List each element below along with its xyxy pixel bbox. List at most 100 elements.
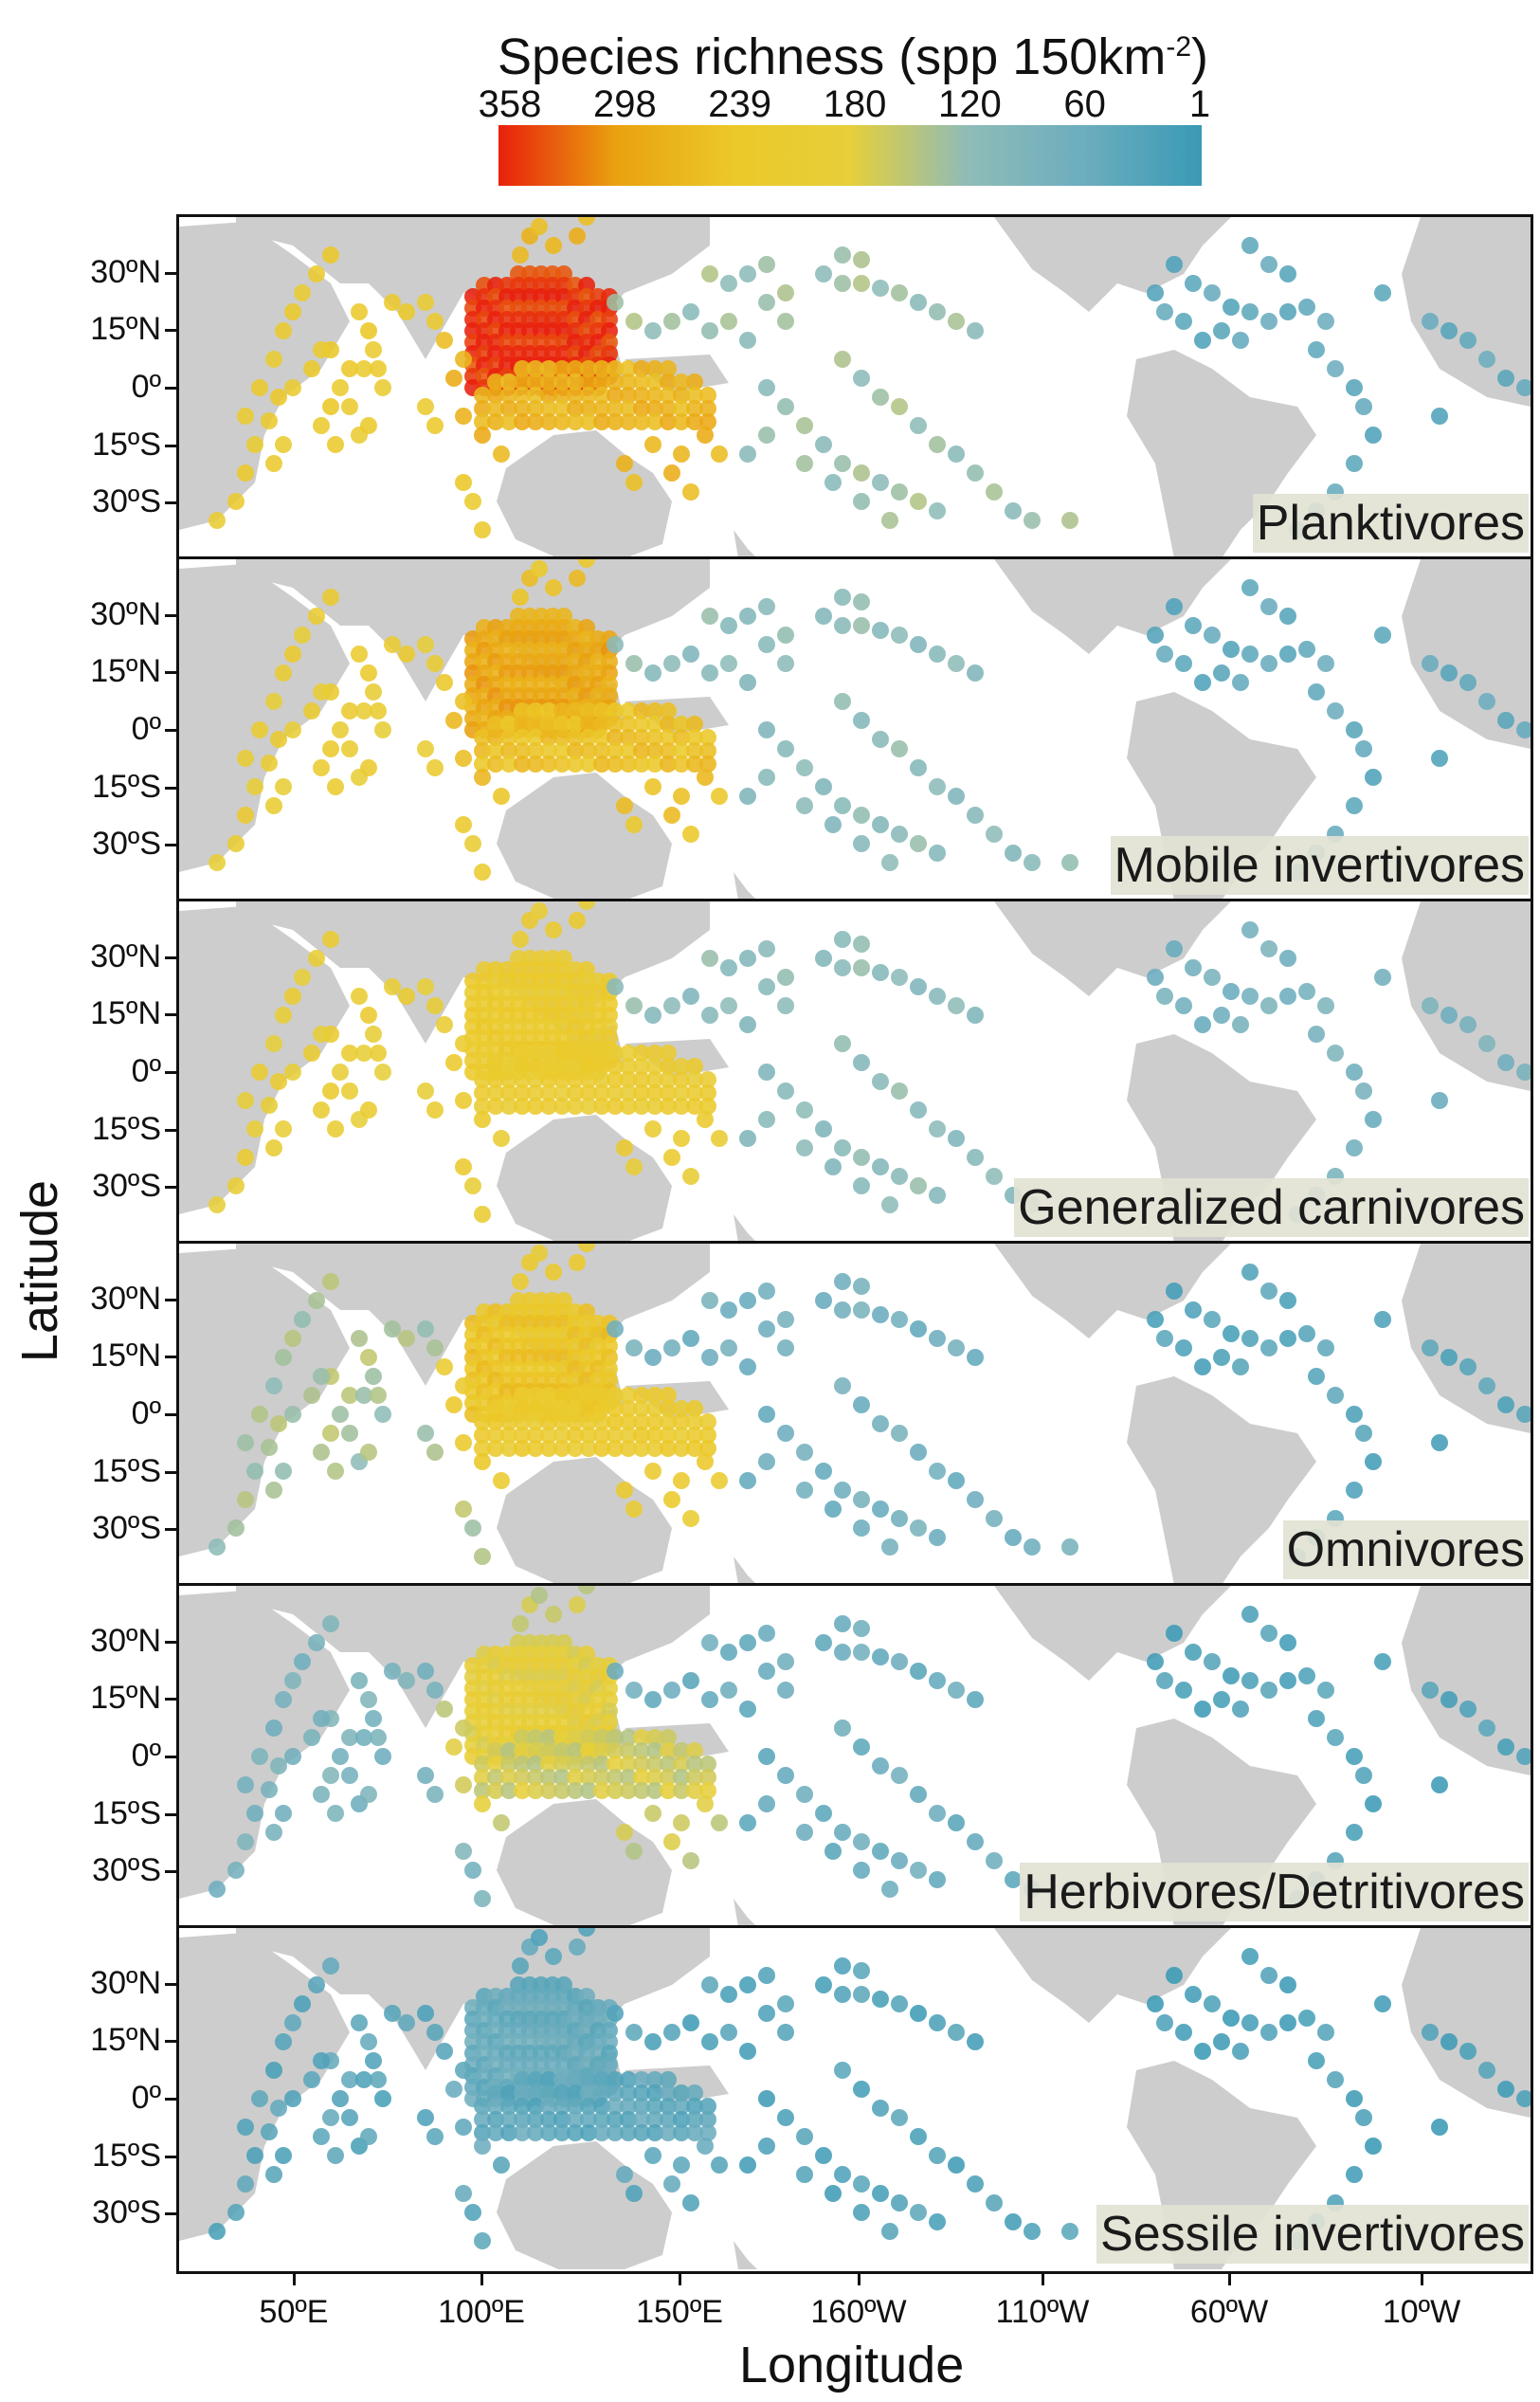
richness-cell: [545, 579, 562, 596]
richness-cell: [620, 2098, 637, 2115]
richness-cell: [633, 1098, 650, 1115]
map-panel: Mobile invertivores: [179, 556, 1531, 901]
richness-cell: [567, 400, 584, 417]
richness-cell: [853, 835, 870, 852]
richness-cell: [514, 1098, 531, 1115]
richness-cell: [646, 1058, 663, 1075]
richness-cell: [1061, 2223, 1078, 2240]
richness-cell: [332, 379, 349, 396]
richness-cell: [360, 664, 377, 682]
richness-cell: [720, 1339, 737, 1356]
richness-cell: [673, 1400, 690, 1417]
richness-cell: [332, 2090, 349, 2107]
richness-cell: [673, 1071, 690, 1088]
richness-cell: [1346, 721, 1363, 738]
richness-cell: [660, 702, 677, 719]
richness-cell: [261, 1439, 278, 1456]
richness-cell: [374, 1406, 391, 1423]
world-map: [179, 217, 1531, 558]
richness-cell: [500, 1769, 517, 1786]
richness-cell: [872, 474, 889, 491]
landmass: [994, 1928, 1231, 2023]
richness-cell: [1232, 674, 1249, 691]
landmass: [653, 920, 672, 954]
richness-cell: [553, 2084, 571, 2102]
richness-cell: [275, 664, 292, 682]
richness-cell: [593, 1782, 610, 1799]
richness-cell: [1346, 1406, 1363, 1423]
richness-cell: [540, 2111, 557, 2128]
richness-cell: [1204, 627, 1221, 644]
richness-cell: [487, 1084, 504, 1101]
richness-cell: [322, 1083, 339, 1100]
richness-cell: [341, 360, 358, 377]
richness-cell: [633, 1729, 650, 1746]
richness-cell: [527, 1729, 544, 1746]
richness-cell: [620, 360, 637, 377]
richness-cell: [824, 1158, 842, 1175]
richness-cell: [464, 835, 481, 852]
richness-cell: [739, 1701, 756, 1718]
richness-cell: [417, 398, 434, 415]
richness-cell: [796, 1824, 813, 1841]
richness-cell: [527, 729, 544, 746]
richness-cell: [384, 1663, 401, 1680]
richness-cell: [910, 294, 927, 311]
richness-cell: [246, 1463, 263, 1480]
richness-cell: [580, 742, 597, 759]
richness-cell: [910, 2128, 927, 2145]
richness-cell: [967, 664, 984, 682]
richness-cell: [237, 2175, 254, 2193]
x-tick-label: 110ºW: [995, 2294, 1090, 2330]
richness-cell: [1365, 2138, 1382, 2155]
richness-cell: [673, 729, 690, 746]
richness-cell: [777, 2024, 794, 2041]
legend-ticks: 358 298 239 180 120 60 1: [445, 83, 1223, 131]
richness-cell: [1166, 1625, 1183, 1642]
richness-cell: [682, 1330, 699, 1347]
landmass: [497, 1115, 672, 1243]
richness-cell: [487, 373, 504, 391]
richness-cell: [540, 387, 557, 404]
richness-cell: [351, 988, 368, 1005]
richness-cell: [739, 1358, 756, 1375]
richness-cell: [1241, 237, 1259, 254]
richness-cell: [948, 313, 965, 330]
richness-cell: [929, 1529, 946, 1546]
richness-cell: [1279, 1292, 1296, 1309]
y-tick-label: 0º: [131, 1395, 161, 1431]
richness-cell: [758, 598, 775, 615]
richness-cell: [417, 636, 434, 653]
richness-cell: [633, 2098, 650, 2115]
richness-cell: [673, 2156, 690, 2174]
richness-cell: [500, 413, 517, 430]
richness-cell: [646, 1098, 663, 1115]
y-tick-label: 30ºN: [90, 254, 161, 290]
richness-cell: [607, 729, 624, 746]
richness-cell: [1156, 2014, 1173, 2031]
richness-cell: [303, 2071, 320, 2088]
richness-cell: [474, 2124, 491, 2141]
richness-cell: [1346, 797, 1363, 814]
richness-cell: [360, 322, 377, 339]
richness-cell: [474, 1769, 491, 1786]
richness-cell: [1298, 2010, 1315, 2027]
richness-cell: [553, 387, 571, 404]
richness-cell: [514, 1413, 531, 1430]
richness-cell: [910, 1320, 927, 1337]
richness-cell: [580, 2111, 597, 2128]
richness-cell: [540, 400, 557, 417]
richness-cell: [426, 1101, 444, 1119]
richness-cell: [237, 1434, 254, 1451]
richness-cell: [500, 1782, 517, 1799]
richness-cell: [265, 2062, 282, 2079]
richness-cell: [711, 446, 728, 463]
landmass: [653, 578, 672, 611]
richness-cell: [474, 1413, 491, 1430]
richness-cell: [673, 2098, 690, 2115]
richness-cell: [284, 1406, 301, 1423]
richness-cell: [910, 1177, 927, 1194]
richness-cell: [474, 1098, 491, 1115]
richness-cell: [796, 2166, 813, 2183]
richness-cell: [646, 1729, 663, 1746]
